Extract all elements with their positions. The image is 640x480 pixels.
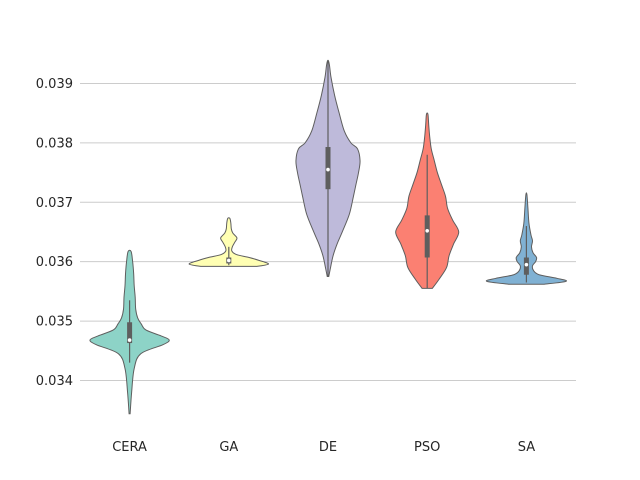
y-tick-label: 0.035: [36, 315, 73, 330]
x-tick-label: DE: [319, 440, 337, 455]
violins: [89, 59, 567, 415]
x-axis-ticks: CERA GA DE PSO SA: [112, 440, 535, 455]
violin-median: [127, 338, 132, 342]
violin-median: [425, 228, 430, 233]
y-axis-ticks: 0.034 0.035 0.036 0.037 0.038 0.039: [36, 77, 73, 389]
y-tick-label: 0.036: [36, 255, 73, 270]
violin-body: [188, 217, 269, 267]
y-tick-label: 0.038: [36, 136, 73, 151]
violin-sa: [485, 192, 567, 285]
x-tick-label: CERA: [112, 440, 147, 455]
y-tick-label: 0.037: [36, 196, 73, 211]
y-tick-label: 0.034: [36, 374, 73, 389]
y-tick-label: 0.039: [36, 77, 73, 92]
x-tick-label: SA: [518, 440, 535, 455]
violin-ga: [188, 217, 269, 267]
violin-median: [227, 258, 231, 263]
violin-cera: [89, 249, 170, 415]
x-tick-label: PSO: [414, 440, 440, 455]
violin-median: [326, 167, 330, 172]
violin-median: [524, 262, 529, 267]
violin-pso: [395, 112, 460, 289]
x-tick-label: GA: [219, 440, 238, 455]
violin-de: [295, 59, 361, 278]
